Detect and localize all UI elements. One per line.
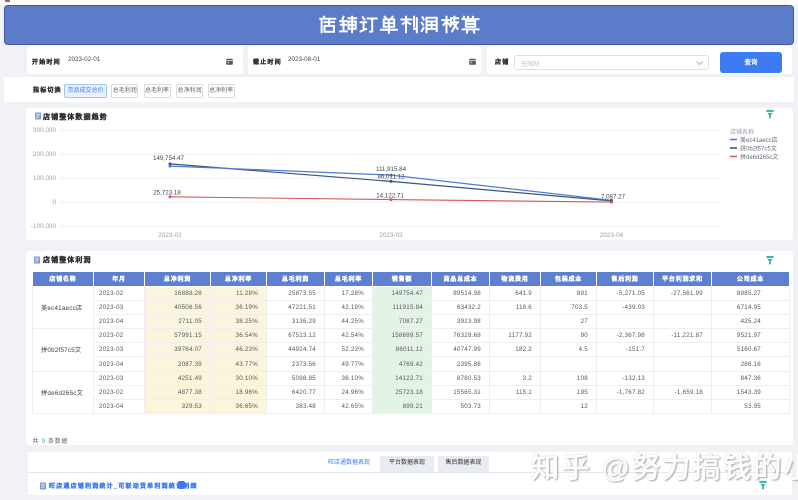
svg-text:149,754.47: 149,754.47 bbox=[153, 155, 185, 162]
svg-text:0: 0 bbox=[52, 199, 56, 206]
svg-text:拼de6d265c文: 拼de6d265c文 bbox=[740, 153, 778, 161]
svg-text:200,000: 200,000 bbox=[33, 151, 57, 158]
svg-text:25,723.18: 25,723.18 bbox=[153, 189, 181, 196]
svg-text:86,011.12: 86,011.12 bbox=[377, 173, 405, 180]
svg-text:美ec41aecc店: 美ec41aecc店 bbox=[740, 136, 778, 144]
svg-text:14,122.71: 14,122.71 bbox=[376, 192, 404, 199]
svg-text:2023-03: 2023-03 bbox=[379, 232, 403, 239]
svg-text:2023-04: 2023-04 bbox=[600, 232, 624, 239]
svg-text:店铺名称: 店铺名称 bbox=[730, 128, 754, 136]
svg-text:300,000: 300,000 bbox=[33, 127, 57, 134]
svg-text:7,087.27: 7,087.27 bbox=[601, 193, 626, 200]
svg-text:2023-02: 2023-02 bbox=[158, 232, 182, 239]
svg-text:拼0b2f57c5文: 拼0b2f57c5文 bbox=[740, 144, 777, 152]
svg-text:-100,000: -100,000 bbox=[31, 223, 57, 230]
svg-text:111,915.84: 111,915.84 bbox=[376, 165, 407, 172]
svg-text:100,000: 100,000 bbox=[33, 175, 57, 182]
